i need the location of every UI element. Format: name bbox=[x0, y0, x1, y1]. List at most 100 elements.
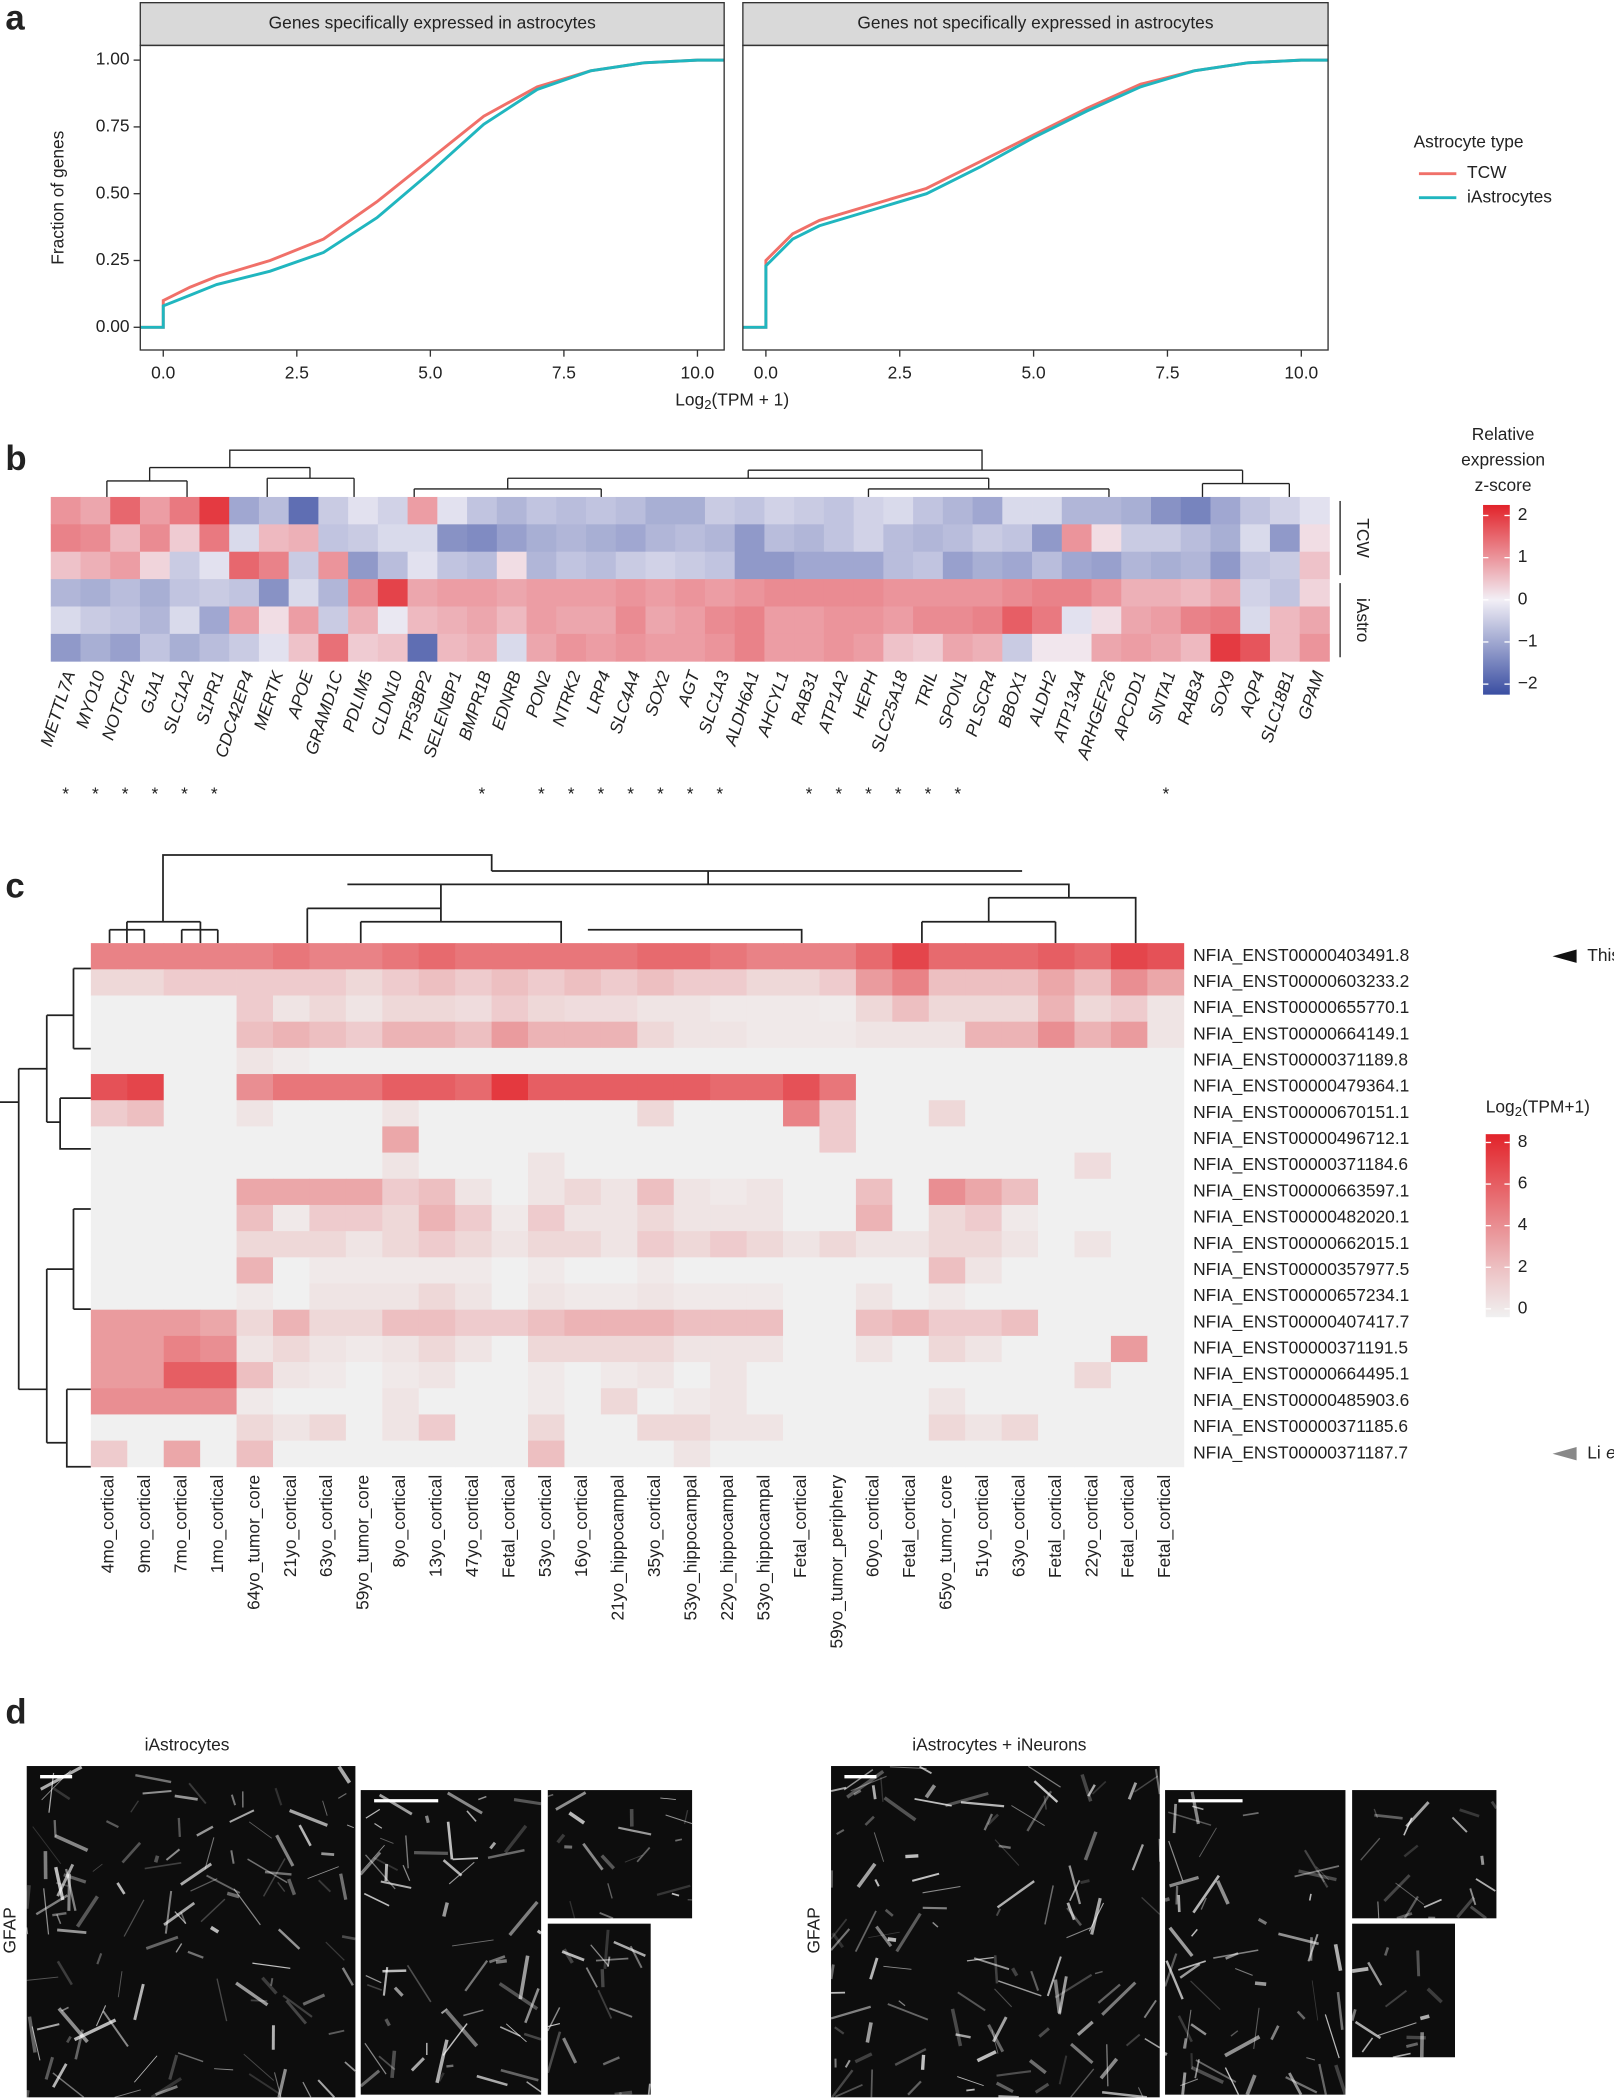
micrograph bbox=[1352, 1923, 1456, 2058]
heatmap-cell bbox=[823, 496, 855, 525]
heatmap-cell bbox=[1002, 524, 1033, 553]
heatmap-cell bbox=[1091, 606, 1122, 635]
cell-process bbox=[56, 1913, 62, 1925]
heatmap-cell bbox=[965, 943, 1003, 970]
heatmap-cell bbox=[1110, 1126, 1148, 1153]
heatmap-cell bbox=[794, 524, 825, 553]
cell-process bbox=[27, 2016, 37, 2053]
heatmap-cell bbox=[600, 1283, 638, 1311]
heatmap-cell bbox=[418, 1362, 456, 1389]
heatmap-cell bbox=[437, 633, 468, 662]
cell-process bbox=[1069, 1879, 1081, 1902]
cell-process bbox=[1308, 1893, 1312, 1901]
heatmap-cell bbox=[783, 1388, 820, 1415]
panel-letter: a bbox=[5, 0, 25, 37]
heatmap-cell bbox=[163, 1335, 201, 1363]
column-label: 53yo_hippocampal bbox=[681, 1475, 701, 1621]
heatmap-cell bbox=[1001, 1178, 1039, 1206]
significance-mark: * bbox=[865, 783, 872, 803]
significance-mark: * bbox=[895, 783, 902, 803]
heatmap-cell bbox=[1074, 1283, 1112, 1311]
heatmap-cell bbox=[90, 1231, 128, 1258]
heatmap-cell bbox=[1038, 1257, 1075, 1284]
cell-process bbox=[992, 2016, 1008, 2043]
heatmap-cell bbox=[418, 1335, 456, 1363]
heatmap-cell bbox=[965, 1440, 1003, 1468]
heatmap-cell bbox=[455, 1178, 492, 1206]
heatmap-cell bbox=[965, 1283, 1003, 1311]
cell-process bbox=[121, 1841, 142, 1864]
cell-process bbox=[846, 1769, 885, 1799]
heatmap-cell bbox=[90, 969, 128, 996]
heatmap-cell bbox=[883, 579, 914, 607]
heatmap-cell bbox=[673, 969, 711, 996]
heatmap-cell bbox=[1147, 1074, 1185, 1101]
heatmap-cell bbox=[382, 1440, 420, 1468]
row-label: NFIA_ENST00000496712.1 bbox=[1193, 1128, 1409, 1148]
cell-process bbox=[105, 1820, 119, 1829]
heatmap-cell bbox=[418, 943, 456, 970]
heatmap-cell bbox=[704, 551, 736, 580]
series-line bbox=[140, 58, 725, 329]
heatmap-cell bbox=[710, 1204, 748, 1232]
heatmap-cell bbox=[675, 496, 706, 525]
cell-process bbox=[177, 1817, 181, 1837]
heatmap-cell bbox=[163, 969, 201, 996]
cell-process bbox=[174, 1794, 198, 1801]
cell-process bbox=[1034, 2082, 1050, 2094]
heatmap-cell bbox=[345, 1414, 383, 1442]
cell-process bbox=[57, 2007, 89, 2044]
heatmap-cell bbox=[382, 1178, 420, 1206]
cell-process bbox=[230, 1850, 235, 1864]
heatmap-cell bbox=[556, 606, 587, 635]
heatmap-cell bbox=[855, 1388, 893, 1415]
cell-process bbox=[363, 1892, 390, 1907]
heatmap-cell bbox=[345, 1100, 383, 1127]
cell-process bbox=[597, 1989, 613, 2019]
cell-process bbox=[1426, 1987, 1443, 2004]
cell-process bbox=[1154, 1768, 1161, 1795]
heatmap-cell bbox=[564, 1231, 602, 1258]
heatmap-cell bbox=[127, 1178, 165, 1206]
cell-process bbox=[870, 2069, 874, 2098]
heatmap-cell bbox=[704, 579, 736, 607]
cell-process bbox=[67, 1873, 71, 1911]
cell-process bbox=[973, 1957, 1010, 1971]
heatmap-cell bbox=[528, 1283, 565, 1311]
cell-process bbox=[424, 1815, 430, 1824]
heatmap-cell bbox=[645, 579, 676, 607]
heatmap-cell bbox=[288, 579, 319, 607]
heatmap-cell bbox=[600, 1335, 638, 1363]
heatmap-cell bbox=[892, 1388, 930, 1415]
cell-process bbox=[1175, 1885, 1179, 1905]
cell-process bbox=[880, 1777, 884, 1802]
heatmap-cell bbox=[1032, 496, 1063, 525]
heatmap-cell bbox=[1299, 579, 1330, 607]
cell-process bbox=[277, 1928, 301, 1950]
heatmap-cell bbox=[377, 579, 409, 607]
heatmap-cell bbox=[455, 1440, 492, 1468]
heatmap-cell bbox=[199, 606, 230, 635]
heatmap-cell bbox=[528, 1021, 565, 1049]
heatmap-cell bbox=[928, 1388, 966, 1415]
cell-process bbox=[1054, 1973, 1093, 1999]
heatmap-cell bbox=[819, 1414, 857, 1442]
cell-process bbox=[636, 1846, 651, 1863]
heatmap-cell bbox=[491, 1100, 529, 1127]
cell-process bbox=[675, 1838, 683, 1842]
cell-process bbox=[831, 2069, 854, 2099]
column-label: 35yo_cortical bbox=[644, 1475, 664, 1577]
cell-process bbox=[1351, 1966, 1369, 1973]
cell-process bbox=[53, 1787, 71, 1801]
cell-process bbox=[53, 1820, 57, 1837]
heatmap-cell bbox=[673, 1074, 711, 1101]
heatmap-cell bbox=[90, 1309, 128, 1337]
cell-process bbox=[155, 2085, 178, 2096]
heatmap-cell bbox=[80, 496, 111, 525]
heatmap-cell bbox=[1061, 496, 1092, 525]
heatmap-cell bbox=[127, 1283, 165, 1311]
cell-process bbox=[123, 1899, 145, 1937]
cell-process bbox=[175, 1943, 183, 1953]
heatmap-cell bbox=[318, 579, 349, 607]
